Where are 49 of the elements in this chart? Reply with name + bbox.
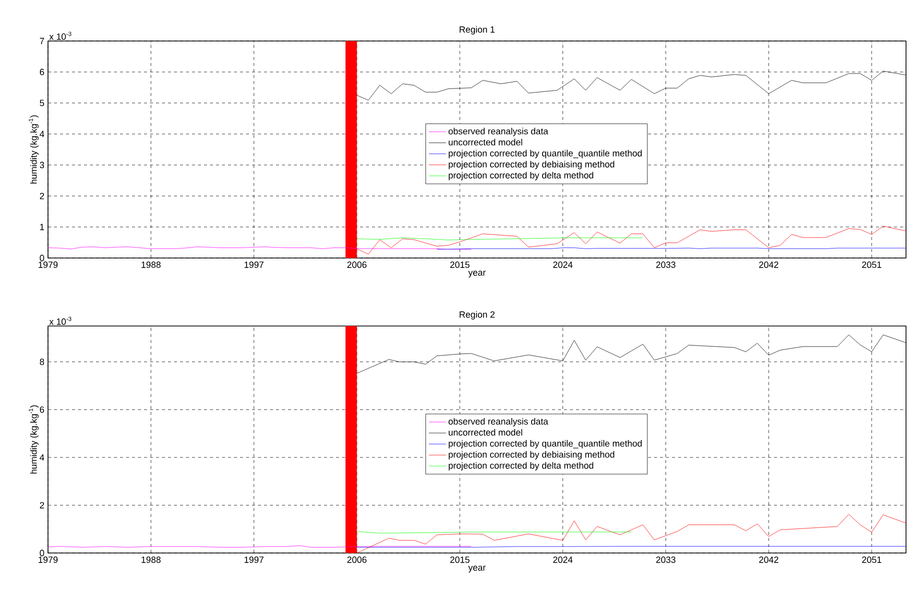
x-tick-label: 1997 [244,262,264,268]
chart-title: Region 1 [460,26,495,34]
y-tick-label: 7 [40,38,44,44]
x-tick-label: 1988 [142,556,161,563]
legend-label: projection corrected by delta method [448,172,594,180]
y-axis-title: humidity (kg.kg$^{-1}$) [28,115,39,184]
y-tick-label: 0 [40,254,44,262]
x-tick-label: 2033 [656,262,676,268]
legend-label: projection corrected by quantile_quantile method [448,440,642,448]
text: x 10$^{-3}$ [49,316,72,325]
x-axis-title: year [468,270,486,278]
x-tick-label: 2024 [553,556,573,563]
legend-label: uncorrected model [448,429,522,436]
legend-label: projection corrected by quantile_quantile method [448,150,642,158]
y-tick-label: 4 [40,454,44,461]
y-tick-label: 1 [40,224,44,230]
text: x 10$^{-3}$ [49,32,72,40]
x-tick-label: 1988 [142,262,161,268]
x-axis-title: year [468,566,486,572]
y-tick-label: 6 [40,406,44,413]
legend-label: projection corrected by delta method [448,462,594,470]
y-tick-label: 5 [40,100,44,106]
legend-label: observed reanalysis data [448,128,548,136]
y-tick-label: 3 [40,162,44,168]
legend-label: projection corrected by debiaising method [448,451,614,460]
x-tick-label: 2015 [450,556,470,563]
x-tick-label: 2033 [656,556,676,563]
y-tick-label: 4 [40,130,44,138]
x-tick-label: 1979 [38,556,58,563]
x-tick-label: 1979 [38,262,58,268]
y-tick-label: 8 [40,358,44,366]
y-axis-title: humidity (kg.kg$^{-1}$) [28,405,39,474]
legend-label: projection corrected by debiaising method [448,160,614,170]
y-tick-label: 0 [40,550,44,556]
y-tick-label: 6 [40,68,44,76]
x-tick-label: 2051 [862,556,882,563]
x-tick-label: 2006 [347,556,366,563]
x-tick-label: 1997 [244,556,264,563]
y-tick-label: 2 [40,192,44,200]
x-tick-label: 2015 [450,262,470,268]
legend-label: observed reanalysis data [448,418,548,426]
x-tick-label: 2006 [347,262,366,268]
x-tick-label: 2024 [553,262,573,268]
x-tick-label: 2042 [759,262,778,268]
chart-title: Region 2 [460,311,495,320]
legend-label: uncorrected model [448,138,522,146]
x-tick-label: 2042 [759,556,778,563]
y-tick-label: 2 [40,502,44,508]
x-tick-label: 2051 [862,262,882,268]
